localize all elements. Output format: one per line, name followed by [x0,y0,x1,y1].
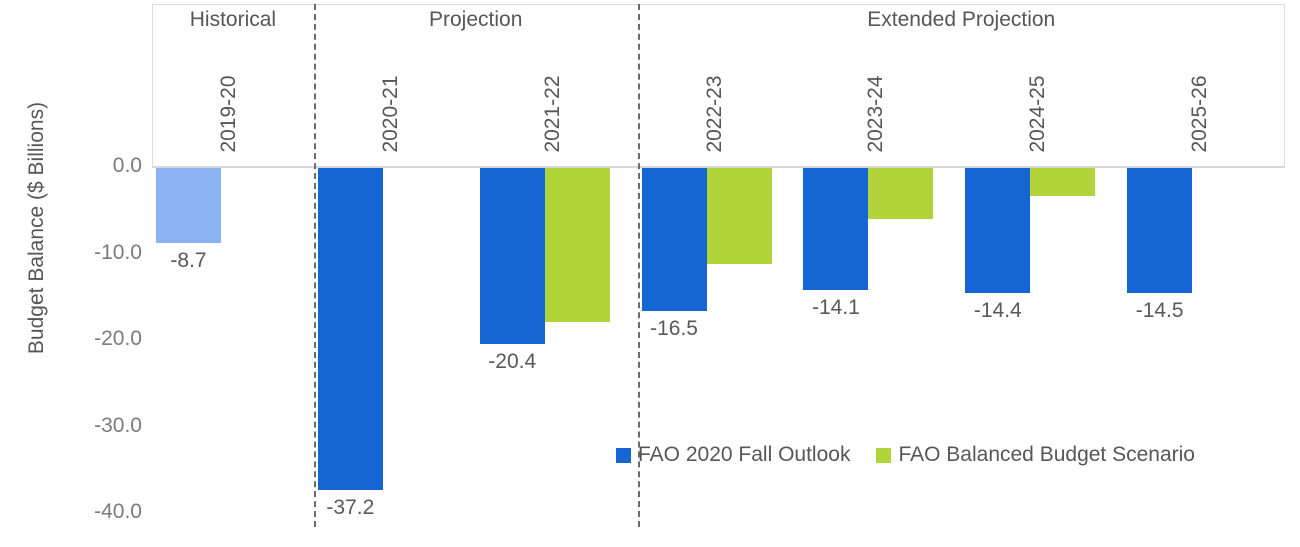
category-label-2019-20: 2019-20 [216,75,240,153]
data-label-2021-22: -20.4 [488,350,537,374]
phase-separator-1 [313,4,316,527]
category-label-2024-25: 2024-25 [1026,75,1050,153]
data-label-2023-24: -14.1 [811,295,860,319]
data-label-2019-20: -8.7 [170,249,207,273]
bar-fall-outlook-2019-20[interactable] [156,168,221,244]
y-axis-tick-3: -30.0 [94,413,142,437]
bar-balanced-budget-2024-25[interactable] [1030,168,1096,196]
data-label-2024-25: -14.4 [973,298,1022,322]
bar-fall-outlook-2025-26[interactable] [1127,168,1193,294]
y-axis-tick-labels: 0.0 -10.0 -20.0 -30.0 -40.0 [30,0,142,547]
category-label-2022-23: 2022-23 [702,75,726,153]
y-axis-tick-0: 0.0 [112,154,142,177]
plot-area [152,168,1285,547]
legend-label-0: FAO 2020 Fall Outlook [638,443,851,466]
category-header-box [152,4,1285,168]
bar-fall-outlook-2023-24[interactable] [803,168,869,290]
legend-item-1[interactable]: FAO Balanced Budget Scenario [876,443,1195,467]
chart-legend[interactable]: FAO 2020 Fall Outlook FAO Balanced Budget… [616,443,1195,467]
legend-swatch-icon-1 [876,447,892,463]
phase-label-extended-projection: Extended Projection [867,8,1056,31]
category-label-2020-21: 2020-21 [378,75,402,153]
bar-balanced-budget-2021-22[interactable] [544,168,610,322]
legend-swatch-icon-0 [616,447,631,463]
category-label-2023-24: 2023-24 [864,75,888,153]
phase-separator-2 [637,4,640,527]
category-label-2021-22: 2021-22 [540,75,564,153]
phase-label-historical: Historical [189,8,277,31]
data-label-2020-21: -37.2 [326,495,375,519]
y-axis-tick-2: -20.0 [94,327,142,350]
bar-fall-outlook-2020-21[interactable] [317,168,383,490]
zero-baseline [152,166,1285,168]
y-axis-tick-4: -40.0 [94,500,142,523]
bar-balanced-budget-2022-23[interactable] [706,168,772,264]
y-axis-tick-1: -10.0 [94,240,142,264]
phase-label-projection: Projection [429,8,523,31]
data-label-2025-26: -14.5 [1135,299,1184,323]
data-label-2022-23: -16.5 [650,316,698,340]
category-label-2025-26: 2025-26 [1188,75,1212,153]
bar-fall-outlook-2022-23[interactable] [641,168,707,311]
bar-fall-outlook-2024-25[interactable] [965,168,1031,293]
bar-balanced-budget-2023-24[interactable] [868,168,934,220]
legend-item-0[interactable]: FAO 2020 Fall Outlook [616,443,850,467]
bar-fall-outlook-2021-22[interactable] [479,168,545,345]
legend-label-1: FAO Balanced Budget Scenario [898,443,1195,466]
